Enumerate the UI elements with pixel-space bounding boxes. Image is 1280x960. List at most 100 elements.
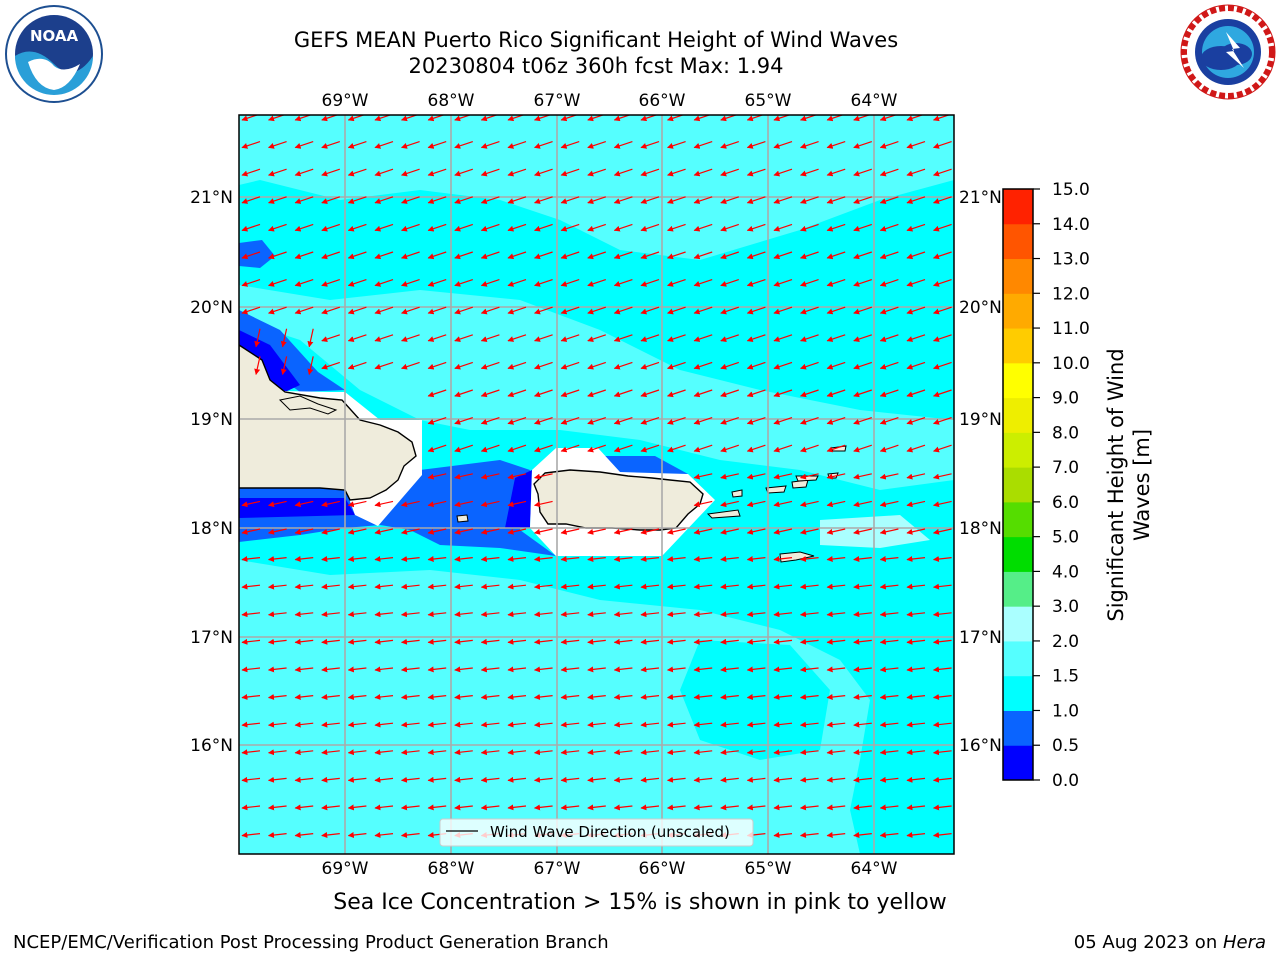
wave-arrow [693,638,713,645]
wave-arrow [800,638,819,645]
wave-field-low-hispaniola-north [239,310,345,392]
wave-arrow [720,279,739,287]
wave-arrow [587,223,606,232]
wave-arrow [800,776,819,783]
wave-arrow [613,115,632,122]
wave-arrow [480,306,500,315]
wave-arrow [374,583,394,590]
wave-arrow [667,804,686,811]
lon-label-bottom: 65°W [745,859,792,879]
wave-arrow [746,500,766,508]
wave-arrow [667,196,686,204]
wave-arrow [534,556,553,562]
wave-arrow [773,141,793,149]
colorbar-segment [1003,536,1033,572]
wave-arrow [746,638,766,645]
wave-arrow [507,196,527,204]
wave-arrow [800,306,819,315]
wave-arrow [879,444,899,453]
wave-arrow [826,749,846,756]
gridlines [239,115,954,854]
wave-arrow [667,251,686,260]
noaa-logo: NOAA [5,5,103,103]
wave-arrow [374,141,394,149]
wave-arrow [667,776,686,783]
wave-arrow [347,141,367,149]
wave-arrow [427,115,446,122]
wave-arrow [667,556,686,562]
lon-label-bottom: 64°W [851,859,898,879]
wave-arrow [347,832,367,838]
wave-arrow [534,721,553,728]
wave-arrow [534,251,553,260]
wave-arrow [321,694,340,700]
wave-arrow [268,141,287,149]
wave-arrow [613,694,633,700]
wave-arrow [613,306,633,315]
lon-label-top: 66°W [639,91,686,111]
wave-arrow [640,279,660,287]
wave-arrow [480,556,500,562]
wave-arrow [906,694,926,700]
wave-arrow [906,749,926,756]
wave-arrow [427,473,447,480]
wave-arrow [693,500,713,508]
wave-arrow [480,444,500,453]
wave-arrow [853,776,872,783]
wave-arrow [853,444,872,453]
wave-arrow [587,638,606,645]
wave-arrow [613,749,633,756]
wave-arrow [480,168,500,177]
wave-arrow [826,638,846,645]
wave-arrow [241,749,261,756]
culebra-island [731,489,743,498]
wave-arrow [268,168,287,177]
wave-arrow [720,417,739,425]
map-frame [238,114,955,855]
lat-label-left: 20°N [190,298,233,318]
wave-arrow [613,666,633,673]
wave-arrow [773,638,793,645]
wave-arrow [401,500,420,508]
wave-arrow [374,832,394,838]
wave-arrow [427,141,447,149]
wave-arrow [507,251,527,260]
wave-arrow [826,115,845,122]
wave-arrow [746,115,765,122]
wave-arrow [587,528,606,535]
wave-arrow [746,804,766,811]
wave-arrow [480,361,500,370]
wave-arrow [826,223,846,232]
wave-arrow [280,356,288,375]
wave-arrow [746,306,766,315]
wave-arrow [773,694,793,700]
wave-arrow [241,638,261,645]
wave-arrow [826,556,846,562]
wave-arrow [401,168,420,177]
wave-arrow [826,168,846,177]
wave-arrow [560,279,580,287]
wave-arrow [401,721,420,728]
wave-arrow [374,776,394,783]
wave-arrow [906,444,926,453]
wave-arrow [587,168,606,177]
wave-arrow [480,251,500,260]
wave-arrow [321,361,340,370]
wave-arrow [480,223,500,232]
wave-arrow [693,556,713,562]
wave-arrow [241,611,261,618]
wave-arrow [454,417,473,425]
wave-arrow [427,223,447,232]
wave-arrow [746,528,766,535]
wave-arrow [640,223,660,232]
wave-arrow [534,611,553,618]
wave-arrow [241,666,261,673]
wave-arrow [534,168,553,177]
wave-arrow [720,694,739,700]
wave-arrow [507,417,527,425]
wave-arrow [720,361,739,370]
wave-arrow [241,306,261,315]
wave-arrow [534,361,553,370]
wave-arrow [294,251,314,260]
